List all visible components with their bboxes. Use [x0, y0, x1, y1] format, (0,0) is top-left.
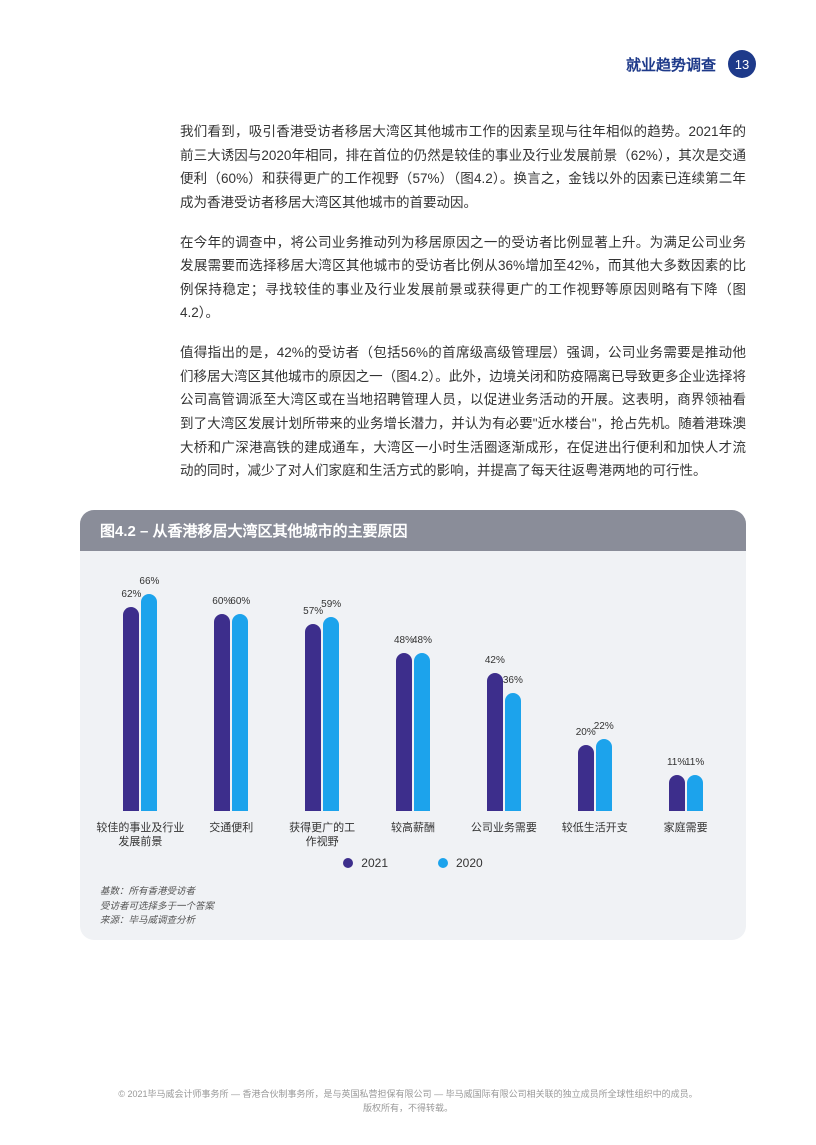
bar-value-2020: 11% — [685, 757, 704, 768]
bar-group: 48%48%较高薪酬 — [368, 581, 459, 851]
category-label: 较佳的事业及行业发展前景 — [96, 821, 184, 851]
bar-value-2021: 42% — [485, 655, 505, 666]
legend-label-2021: 2021 — [361, 856, 388, 870]
bar-2020: 60% — [232, 614, 248, 811]
bar-value-2021: 11% — [667, 757, 686, 768]
legend-label-2020: 2020 — [456, 856, 483, 870]
page-footer: © 2021毕马威会计师事务所 — 香港合伙制事务所，是与英国私营担保有限公司 … — [0, 1088, 816, 1115]
legend-dot-2020 — [438, 858, 448, 868]
bar-2020: 22% — [596, 739, 612, 811]
category-label: 公司业务需要 — [471, 821, 537, 851]
bar-group: 20%22%较低生活开支 — [549, 581, 640, 851]
body-text: 我们看到，吸引香港受访者移居大湾区其他城市工作的因素呈现与往年相似的趋势。202… — [180, 120, 746, 499]
bar-2020: 59% — [323, 617, 339, 811]
bar-value-2020: 22% — [594, 721, 614, 732]
chart-note-2: 受访者可选择多于一个答案 — [100, 900, 214, 914]
bar-group: 57%59%获得更广的工作视野 — [277, 581, 368, 851]
legend-dot-2021 — [343, 858, 353, 868]
category-label: 较低生活开支 — [562, 821, 628, 851]
chart-title: 图4.2 – 从香港移居大湾区其他城市的主要原因 — [80, 510, 746, 551]
paragraph-1: 我们看到，吸引香港受访者移居大湾区其他城市工作的因素呈现与往年相似的趋势。202… — [180, 120, 746, 215]
paragraph-2: 在今年的调查中，将公司业务推动列为移居原因之一的受访者比例显著上升。为满足公司业… — [180, 231, 746, 326]
category-label: 获得更广的工作视野 — [289, 821, 355, 851]
bar-2020: 11% — [687, 775, 703, 811]
category-label: 家庭需要 — [664, 821, 708, 851]
bar-group: 60%60%交通便利 — [186, 581, 277, 851]
paragraph-3: 值得指出的是，42%的受访者（包括56%的首席级高级管理层）强调，公司业务需要是… — [180, 341, 746, 483]
header-title: 就业趋势调查 — [626, 54, 716, 75]
category-label: 交通便利 — [209, 821, 253, 851]
bar-2021: 11% — [669, 775, 685, 811]
bar-group: 11%11%家庭需要 — [640, 581, 731, 851]
legend-2021: 2021 — [343, 856, 388, 870]
chart-4-2: 图4.2 – 从香港移居大湾区其他城市的主要原因 62%66%较佳的事业及行业发… — [80, 510, 746, 940]
bar-value-2020: 48% — [412, 635, 432, 646]
bar-2020: 48% — [414, 653, 430, 811]
bar-2021: 20% — [578, 745, 594, 811]
bar-value-2020: 36% — [503, 675, 523, 686]
bar-2021: 62% — [123, 607, 139, 811]
bar-value-2020: 66% — [139, 576, 159, 587]
bar-2021: 57% — [305, 624, 321, 811]
bar-value-2021: 62% — [121, 589, 141, 600]
chart-legend: 2021 2020 — [80, 856, 746, 870]
bar-group: 42%36%公司业务需要 — [458, 581, 549, 851]
bar-2021: 60% — [214, 614, 230, 811]
chart-area: 62%66%较佳的事业及行业发展前景60%60%交通便利57%59%获得更广的工… — [95, 571, 731, 851]
legend-2020: 2020 — [438, 856, 483, 870]
chart-note-1: 基数：所有香港受访者 — [100, 885, 214, 899]
bar-2020: 66% — [141, 594, 157, 811]
bar-value-2020: 59% — [321, 599, 341, 610]
category-label: 较高薪酬 — [391, 821, 435, 851]
bar-2021: 42% — [487, 673, 503, 811]
page-header: 就业趋势调查 13 — [626, 50, 756, 78]
bar-2021: 48% — [396, 653, 412, 811]
chart-note-3: 来源：毕马威调查分析 — [100, 914, 214, 928]
bar-value-2020: 60% — [230, 596, 250, 607]
chart-notes: 基数：所有香港受访者 受访者可选择多于一个答案 来源：毕马威调查分析 — [100, 885, 214, 928]
footer-line-1: © 2021毕马威会计师事务所 — 香港合伙制事务所，是与英国私营担保有限公司 … — [0, 1088, 816, 1102]
bar-group: 62%66% 较佳的事业及行业发展前景 — [95, 581, 186, 851]
page-number: 13 — [728, 50, 756, 78]
footer-line-2: 版权所有，不得转载。 — [0, 1102, 816, 1116]
bar-2020: 36% — [505, 693, 521, 811]
